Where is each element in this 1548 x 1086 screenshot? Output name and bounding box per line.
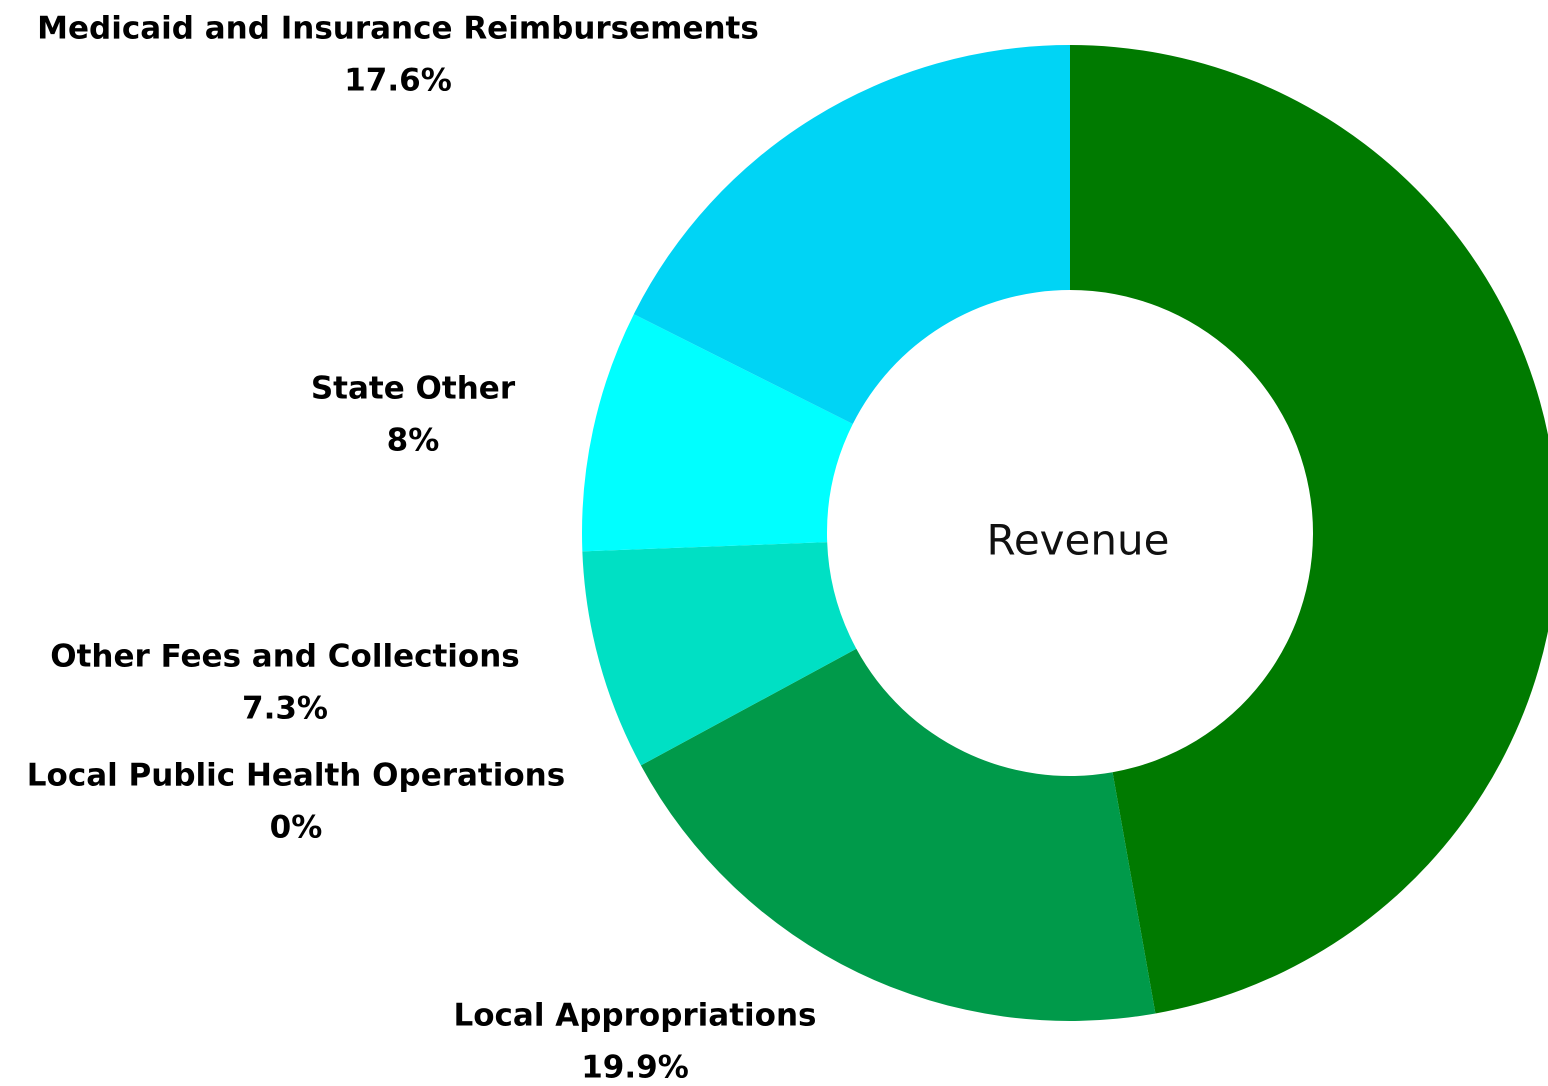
slice — [633, 45, 1070, 425]
slice-label: Other Fees and Collections — [50, 639, 520, 675]
slice — [582, 542, 857, 766]
slice — [582, 314, 853, 552]
slice — [1070, 45, 1548, 1014]
slice-label: State Other — [311, 371, 516, 407]
slice-label: Local Appropriations — [453, 998, 816, 1034]
slice-label: Medicaid and Insurance Reimbursements — [37, 11, 759, 47]
slice-value-label: 17.6% — [344, 63, 452, 99]
slice-value-label: 7.3% — [242, 691, 328, 727]
slice-value-label: 19.9% — [581, 1050, 689, 1086]
chart-title: Revenue — [987, 516, 1170, 565]
slice — [640, 648, 1156, 1022]
slice-value-label: 0% — [270, 810, 323, 846]
donut — [582, 45, 1548, 1022]
slice-value-label: 8% — [387, 423, 440, 459]
slice-label: Local Public Health Operations — [27, 758, 565, 794]
